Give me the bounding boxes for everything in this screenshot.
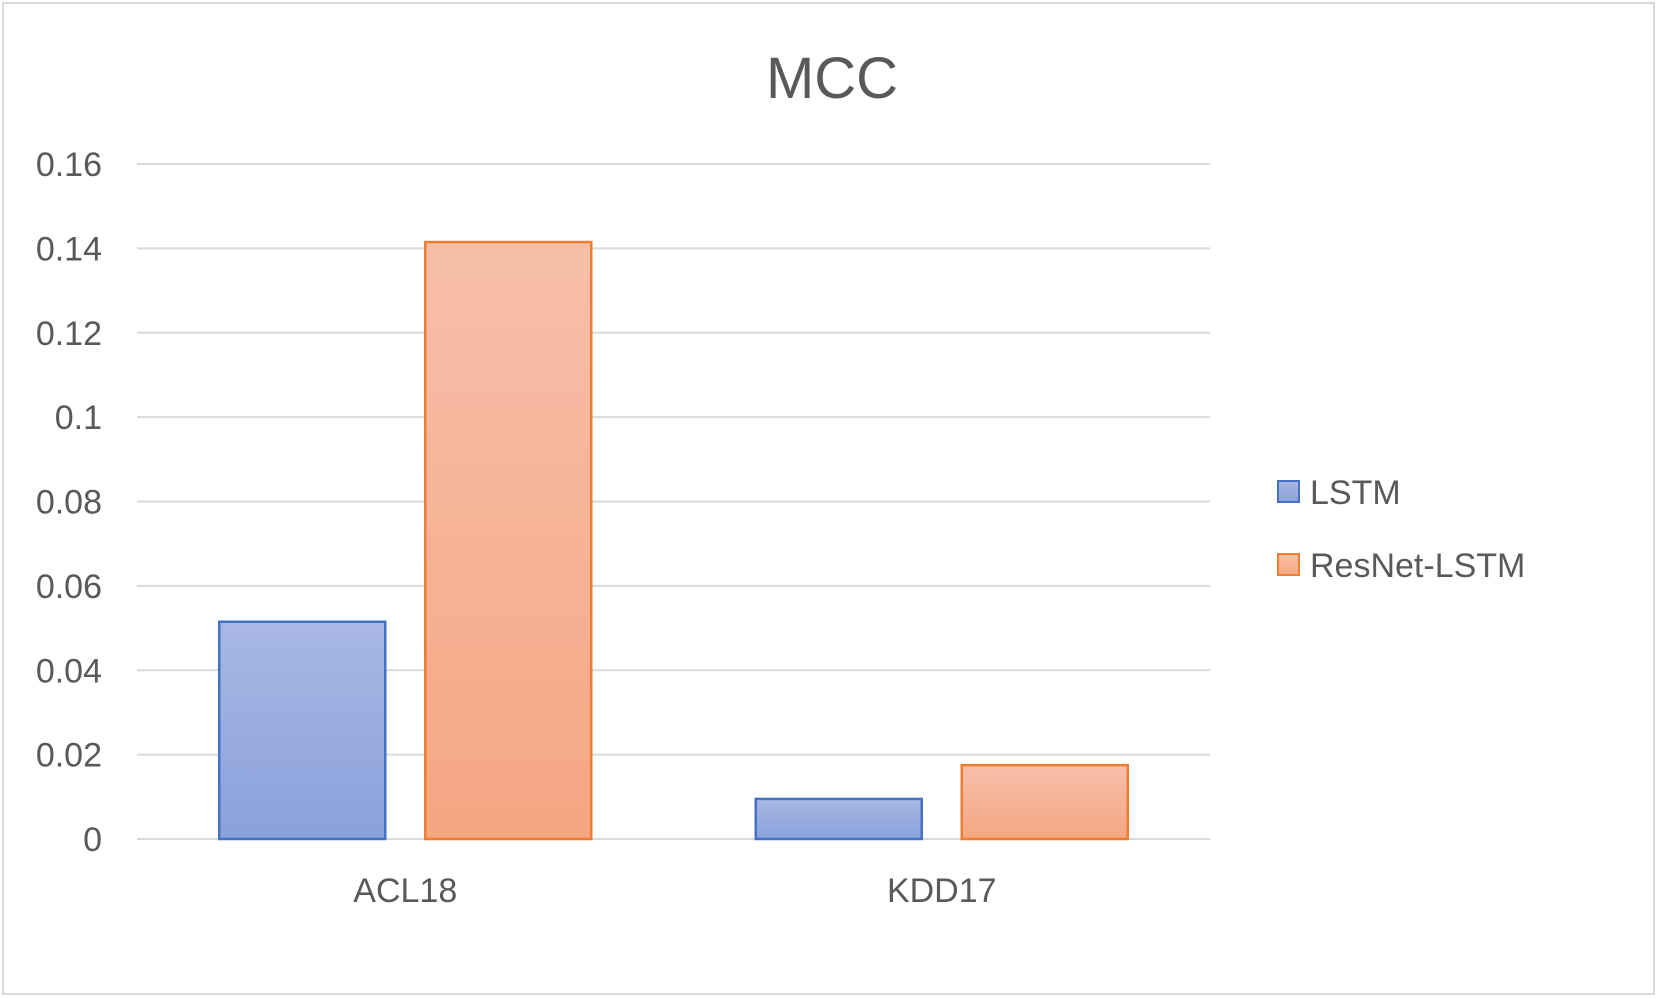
x-axis-categories: ACL18 KDD17 xyxy=(353,872,996,910)
legend-swatch xyxy=(1277,553,1300,576)
y-tick-label: 0 xyxy=(83,821,102,859)
y-tick-label: 0.08 xyxy=(36,484,102,522)
bar-lstm-acl18 xyxy=(218,620,387,841)
bar-resnet-lstm-kdd17 xyxy=(960,763,1129,841)
y-tick-label: 0.02 xyxy=(36,737,102,775)
bar-lstm-kdd17 xyxy=(754,797,923,841)
y-tick-label: 0.1 xyxy=(55,399,102,437)
y-tick-label: 0.04 xyxy=(36,652,102,690)
chart-title: MCC xyxy=(766,46,898,111)
y-axis-ticks: 0 0.02 0.04 0.06 0.08 0.1 0.12 0.14 0.16 xyxy=(36,146,102,859)
x-category-label: ACL18 xyxy=(353,872,457,910)
y-tick-label: 0.14 xyxy=(36,230,102,268)
bar-resnet-lstm-acl18 xyxy=(424,240,593,841)
bar-chart: MCC 0 0.02 0.04 0.06 0.08 0.1 0.12 0.14 0.16 ACL… xyxy=(36,46,1526,910)
legend-label: ResNet-LSTM xyxy=(1310,547,1525,585)
y-tick-label: 0.12 xyxy=(36,315,102,353)
legend-swatch xyxy=(1277,480,1300,503)
y-tick-label: 0.16 xyxy=(36,146,102,184)
x-category-label: KDD17 xyxy=(887,872,997,910)
y-tick-label: 0.06 xyxy=(36,568,102,606)
legend: LSTM ResNet-LSTM xyxy=(1277,474,1525,585)
legend-label: LSTM xyxy=(1310,474,1401,512)
bars xyxy=(218,240,1129,841)
